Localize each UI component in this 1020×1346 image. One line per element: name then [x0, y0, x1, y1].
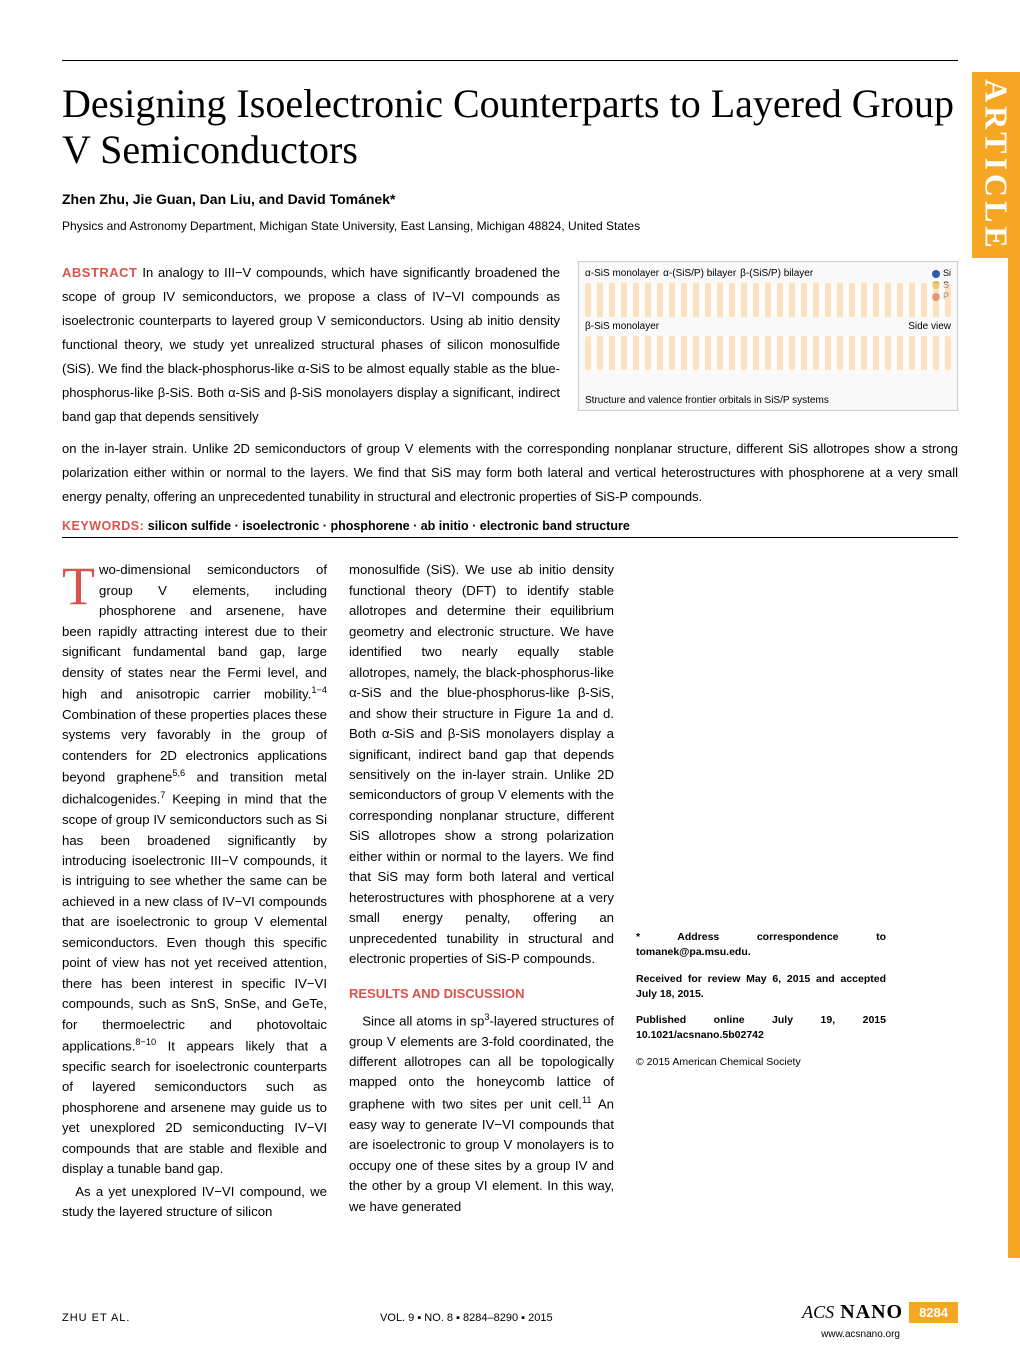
toc-caption: Structure and valence frontier orbitals …	[585, 395, 951, 406]
keywords-text: silicon sulfide · isoelectronic · phosph…	[148, 519, 630, 533]
accent-side-bar	[1008, 258, 1020, 1258]
footer-authors: ZHU ET AL.	[62, 1312, 130, 1324]
footer-right-group: ACS NANO 8284	[802, 1301, 958, 1324]
footer-url: www.acsnano.org	[821, 1329, 900, 1340]
keywords-rule	[62, 537, 958, 538]
keywords-label: KEYWORDS:	[62, 519, 144, 533]
article-tab-label: ARTICLE	[978, 79, 1015, 252]
mid-paragraph-1: monosulfide (SiS). We use ab initio dens…	[349, 560, 614, 969]
abstract-block: Si S P α-SiS monolayer α-(SiS/P) bilayer…	[62, 261, 958, 429]
legend-dot-si	[932, 270, 940, 278]
dropcap-T: T	[62, 560, 99, 610]
article-title: Designing Isoelectronic Counterparts to …	[62, 81, 958, 173]
nano-logo: NANO	[840, 1301, 903, 1324]
column-right: * Address correspondence to tomanek@pa.m…	[636, 560, 886, 1222]
footer-citation: VOL. 9 ▪ NO. 8 ▪ 8284–8290 ▪ 2015	[130, 1312, 802, 1324]
acs-logo-icon: ACS	[802, 1302, 834, 1323]
received-date: Received for review May 6, 2015 and acce…	[636, 972, 886, 1001]
body-columns: Two-dimensional semiconductors of group …	[62, 560, 958, 1222]
column-middle: monosulfide (SiS). We use ab initio dens…	[349, 560, 614, 1222]
intro-paragraph-1: Two-dimensional semiconductors of group …	[62, 560, 327, 1179]
top-rule	[62, 60, 958, 61]
authors-line: Zhen Zhu, Jie Guan, Dan Liu, and David T…	[62, 191, 958, 207]
intro-paragraph-2: As a yet unexplored IV−VI compound, we s…	[62, 1182, 327, 1223]
published-date: Published online July 19, 2015 10.1021/a…	[636, 1013, 886, 1042]
toc-struct-1	[585, 283, 951, 317]
column-left: Two-dimensional semiconductors of group …	[62, 560, 327, 1222]
copyright-line: © 2015 American Chemical Society	[636, 1055, 886, 1070]
correspondence-address: * Address correspondence to tomanek@pa.m…	[636, 930, 886, 959]
page-footer: ZHU ET AL. VOL. 9 ▪ NO. 8 ▪ 8284–8290 ▪ …	[62, 1301, 958, 1324]
results-paragraph-1: Since all atoms in sp3-layered structure…	[349, 1010, 614, 1217]
toc-struct-2	[585, 336, 951, 370]
toc-graphic: Si S P α-SiS monolayer α-(SiS/P) bilayer…	[578, 261, 958, 411]
results-heading: RESULTS AND DISCUSSION	[349, 984, 614, 1004]
affiliation-line: Physics and Astronomy Department, Michig…	[62, 219, 958, 233]
article-side-tab: ARTICLE	[972, 72, 1020, 258]
page-number: 8284	[909, 1302, 958, 1323]
keywords-line: KEYWORDS: silicon sulfide · isoelectroni…	[62, 519, 958, 533]
abstract-label: ABSTRACT	[62, 265, 138, 280]
abstract-text-lower: on the in-layer strain. Unlike 2D semico…	[62, 437, 958, 509]
abstract-part1: In analogy to III−V compounds, which hav…	[62, 265, 560, 424]
